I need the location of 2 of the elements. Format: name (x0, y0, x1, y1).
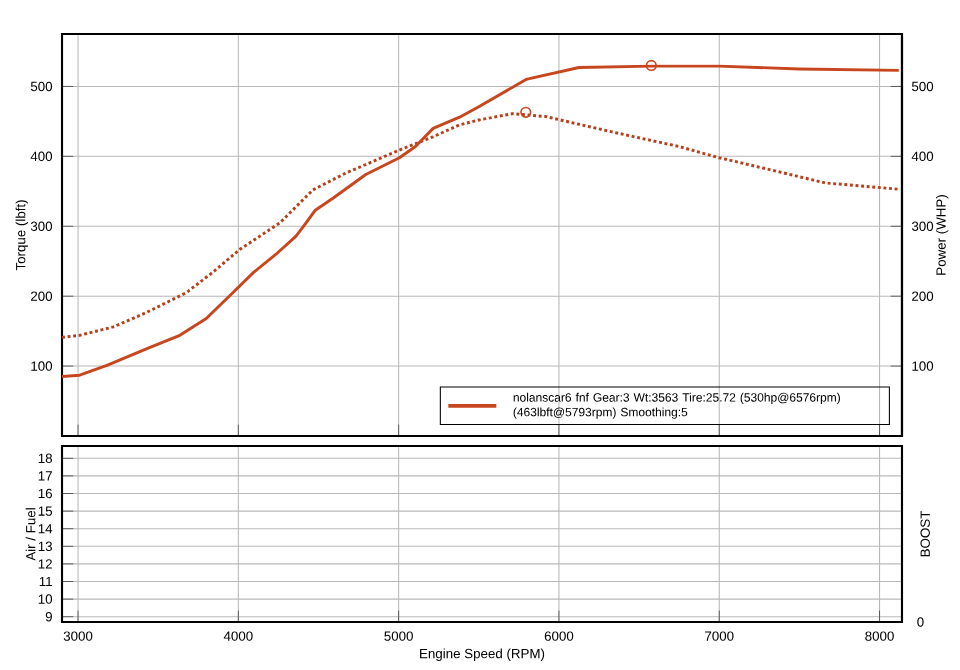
line-series (62, 112, 901, 339)
line-series (62, 64, 901, 379)
